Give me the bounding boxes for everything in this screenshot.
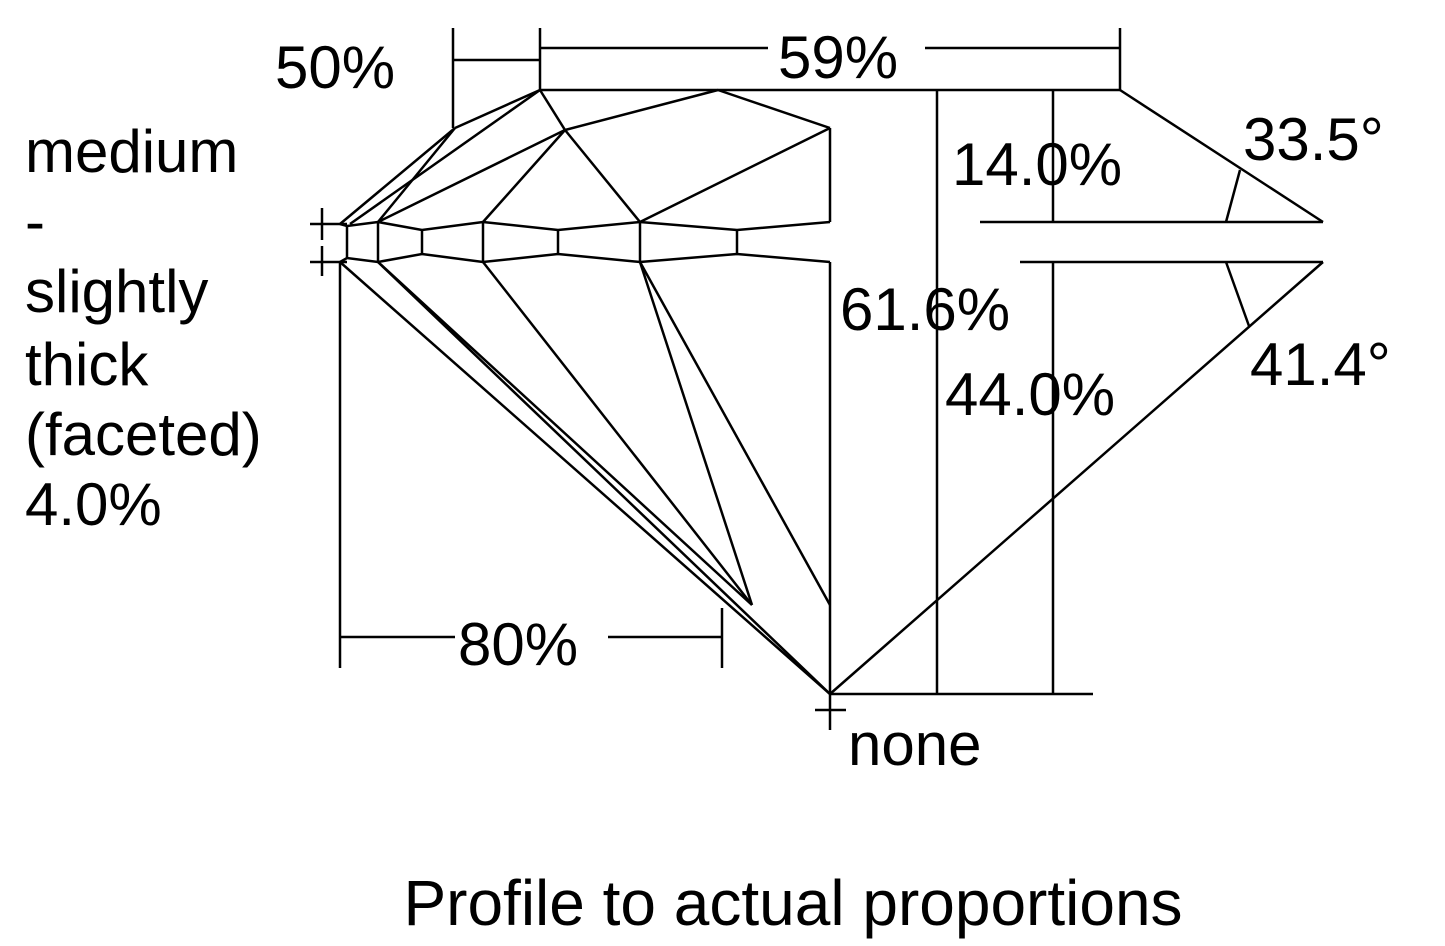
- crown-height-label: 14.0%: [952, 131, 1122, 198]
- dimension-lines: [310, 28, 1122, 730]
- pavilion-depth-label: 44.0%: [945, 361, 1115, 428]
- girdle-label: slightly: [25, 258, 208, 325]
- diamond-outline: [339, 88, 1324, 695]
- girdle-label: -: [25, 188, 45, 255]
- girdle-label: medium: [25, 118, 238, 185]
- crown-angle-label: 33.5°: [1243, 106, 1384, 173]
- girdle-label: 4.0%: [25, 471, 162, 538]
- caption: Profile to actual proportions: [403, 867, 1182, 939]
- girdle-label: (faceted): [25, 401, 262, 468]
- star-label: 50%: [275, 34, 395, 101]
- total-depth-label: 61.6%: [840, 276, 1010, 343]
- lower-half-label: 80%: [458, 611, 578, 678]
- girdle-label: thick: [25, 331, 149, 398]
- culet-label: none: [848, 711, 981, 778]
- pavilion-angle-label: 41.4°: [1250, 331, 1391, 398]
- table-label: 59%: [778, 24, 898, 91]
